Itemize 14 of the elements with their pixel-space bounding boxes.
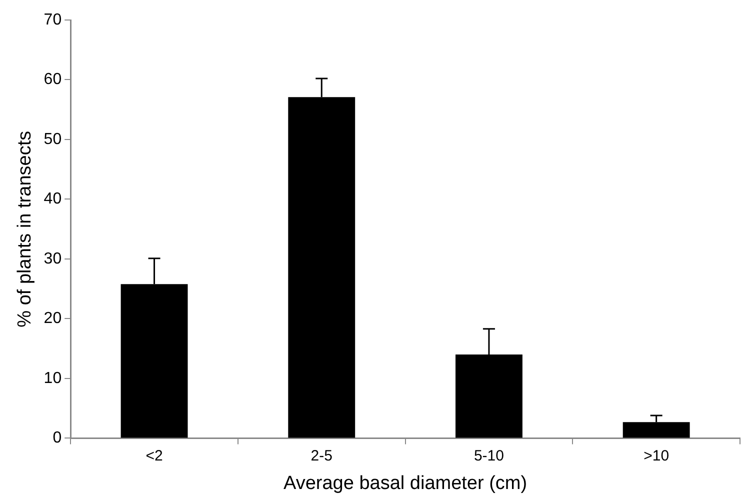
y-tick-label: 40	[44, 190, 62, 208]
x-tick-label: 5-10	[474, 447, 504, 464]
y-tick-label: 60	[44, 71, 62, 88]
y-tick-label: 0	[52, 430, 62, 447]
y-axis-title: % of plants in transects	[14, 130, 36, 328]
x-tick-label: <2	[146, 447, 163, 464]
y-tick-label: 30	[44, 250, 62, 268]
y-tick-label: 50	[44, 130, 62, 148]
x-tick-label: >10	[644, 447, 670, 464]
y-tick-label: 70	[44, 11, 62, 28]
x-tick-label: 2-5	[310, 447, 332, 464]
y-tick-label: 10	[44, 370, 62, 387]
y-tick-label: 20	[44, 310, 62, 328]
x-axis-title: Average basal diameter (cm)	[284, 472, 528, 494]
